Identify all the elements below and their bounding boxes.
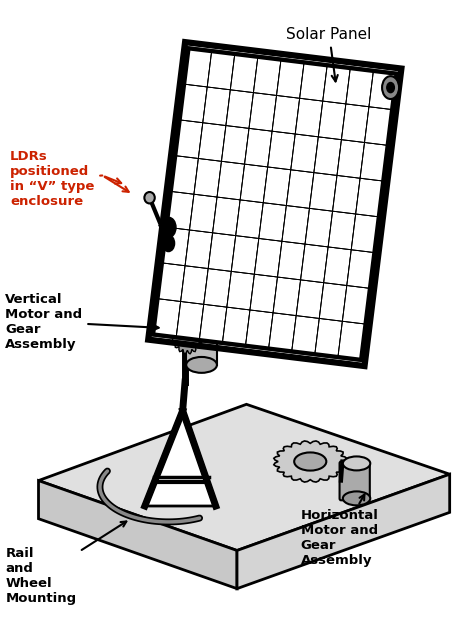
Polygon shape [259,203,286,241]
Text: Vertical
Motor and
Gear
Assembly: Vertical Motor and Gear Assembly [5,292,159,351]
Polygon shape [341,104,369,143]
Polygon shape [230,54,258,92]
Bar [186,317,217,365]
Ellipse shape [145,192,155,203]
Polygon shape [319,101,346,140]
Polygon shape [249,92,276,131]
Polygon shape [176,301,204,340]
Polygon shape [250,274,277,313]
Polygon shape [324,247,351,285]
Polygon shape [237,474,450,589]
Polygon shape [323,66,350,104]
Polygon shape [342,285,370,324]
Polygon shape [226,90,254,128]
Polygon shape [208,233,236,271]
Polygon shape [351,214,379,252]
Polygon shape [162,227,190,266]
Polygon shape [282,206,310,244]
Polygon shape [222,307,250,346]
Polygon shape [175,120,203,159]
Polygon shape [166,191,194,230]
Ellipse shape [343,457,370,470]
FancyBboxPatch shape [339,462,370,500]
Polygon shape [305,208,333,247]
Polygon shape [199,123,226,161]
Polygon shape [157,263,185,301]
Polygon shape [38,480,237,589]
Polygon shape [180,84,207,123]
Ellipse shape [172,285,193,308]
Polygon shape [171,308,204,354]
Polygon shape [347,250,374,289]
Polygon shape [245,128,272,167]
Polygon shape [300,62,327,101]
Ellipse shape [343,491,370,505]
Polygon shape [231,236,259,274]
Polygon shape [204,269,231,307]
Polygon shape [203,87,230,125]
Polygon shape [276,60,304,98]
Polygon shape [184,48,212,87]
Ellipse shape [294,452,326,471]
Polygon shape [291,134,319,173]
Polygon shape [337,140,365,178]
Polygon shape [153,48,397,360]
Polygon shape [207,51,235,90]
Polygon shape [213,197,240,236]
Polygon shape [272,96,300,134]
Circle shape [387,83,394,92]
Circle shape [162,235,174,252]
Text: Horizontal
Motor and
Gear
Assembly: Horizontal Motor and Gear Assembly [301,494,379,567]
Ellipse shape [186,357,217,373]
Polygon shape [236,200,263,238]
Polygon shape [269,313,296,352]
Polygon shape [240,164,268,203]
Polygon shape [277,241,305,280]
Polygon shape [145,411,216,506]
Polygon shape [254,57,281,96]
Polygon shape [356,178,383,217]
Polygon shape [227,271,255,310]
Polygon shape [246,310,273,348]
Polygon shape [190,194,217,233]
Text: Rail
and
Wheel
Mounting: Rail and Wheel Mounting [5,522,127,605]
Polygon shape [292,315,319,354]
Polygon shape [315,318,342,357]
Text: LDRs
positioned
in “V” type
enclosure: LDRs positioned in “V” type enclosure [10,150,102,208]
Polygon shape [314,137,341,175]
Polygon shape [153,299,181,337]
Polygon shape [274,441,346,482]
Polygon shape [268,131,295,169]
Polygon shape [263,167,291,206]
Polygon shape [185,230,213,269]
Ellipse shape [186,310,217,325]
Polygon shape [319,283,347,321]
Polygon shape [310,173,337,211]
Polygon shape [369,71,397,110]
Polygon shape [200,304,227,343]
Polygon shape [171,155,199,194]
Polygon shape [295,98,323,137]
Polygon shape [255,238,282,277]
Polygon shape [217,161,245,200]
Circle shape [161,217,176,238]
Polygon shape [194,159,221,197]
Text: Solar Panel: Solar Panel [286,27,372,82]
Polygon shape [365,107,392,145]
Polygon shape [38,404,450,550]
Circle shape [382,76,399,99]
Polygon shape [221,125,249,164]
Polygon shape [181,266,208,304]
Polygon shape [286,169,314,208]
Polygon shape [346,68,374,107]
Polygon shape [273,277,301,315]
Polygon shape [360,143,388,181]
Polygon shape [338,321,365,360]
Polygon shape [301,244,328,283]
Polygon shape [328,211,356,250]
Polygon shape [296,280,324,318]
Polygon shape [333,175,360,214]
